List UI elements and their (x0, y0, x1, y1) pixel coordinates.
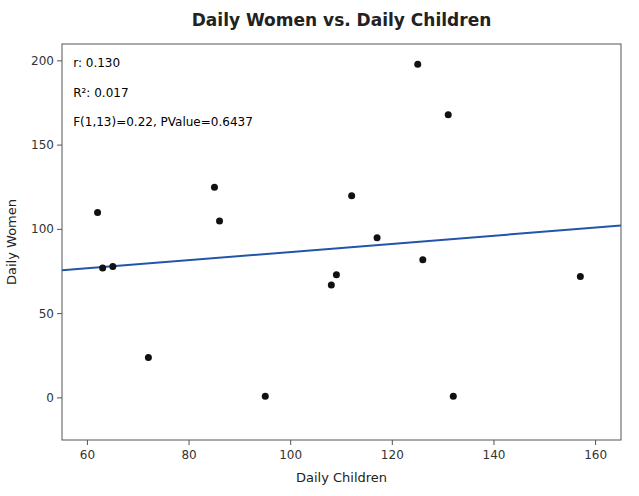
y-tick-label: 200 (31, 54, 54, 68)
annotation: r: 0.130 (73, 56, 120, 70)
point (145, 354, 152, 361)
point (374, 234, 381, 241)
annotation: F(1,13)=0.22, PValue=0.6437 (73, 115, 253, 129)
y-tick-label: 0 (46, 391, 54, 405)
x-axis-label: Daily Children (296, 470, 387, 485)
point (99, 265, 106, 272)
y-tick-label: 100 (31, 222, 54, 236)
y-tick (57, 229, 62, 230)
x-tick (493, 440, 494, 445)
marks (62, 61, 621, 400)
annotation: R²: 0.017 (73, 86, 128, 100)
x-tick (87, 440, 88, 445)
x-tick (392, 440, 393, 445)
x-tick (290, 440, 291, 445)
y-tick (57, 397, 62, 398)
x-tick-label: 60 (80, 448, 95, 462)
x-tick-label: 140 (483, 448, 506, 462)
x-tick (189, 440, 190, 445)
point (216, 217, 223, 224)
point (414, 61, 421, 68)
plot-frame (62, 44, 621, 440)
y-tick-label: 150 (31, 138, 54, 152)
chart: 60 80 100 120 140 160 0 50 100 150 200 r: 0.130 R²: … (0, 0, 639, 496)
y-tick (57, 60, 62, 61)
point (262, 393, 269, 400)
point (211, 184, 218, 191)
point (450, 393, 457, 400)
point (445, 111, 452, 118)
y-axis: 0 50 100 150 200 (31, 54, 62, 405)
point (348, 192, 355, 199)
regression-line (62, 225, 621, 270)
y-tick-label: 50 (39, 307, 54, 321)
x-tick-label: 160 (584, 448, 607, 462)
point (333, 271, 340, 278)
point (328, 281, 335, 288)
y-tick (57, 145, 62, 146)
y-axis-label: Daily Women (4, 199, 19, 285)
x-tick-label: 80 (181, 448, 196, 462)
point (109, 263, 116, 270)
x-tick-label: 120 (381, 448, 404, 462)
x-tick (595, 440, 596, 445)
x-tick-label: 100 (279, 448, 302, 462)
point (94, 209, 101, 216)
point (419, 256, 426, 263)
chart-container: 60 80 100 120 140 160 0 50 100 150 200 r: 0.130 R²: … (0, 0, 639, 496)
annotations: r: 0.130 R²: 0.017 F(1,13)=0.22, PValue=0.… (73, 56, 253, 129)
title: Daily Women vs. Daily Children (192, 10, 492, 30)
point (577, 273, 584, 280)
x-axis: 60 80 100 120 140 160 (80, 440, 607, 462)
y-tick (57, 313, 62, 314)
